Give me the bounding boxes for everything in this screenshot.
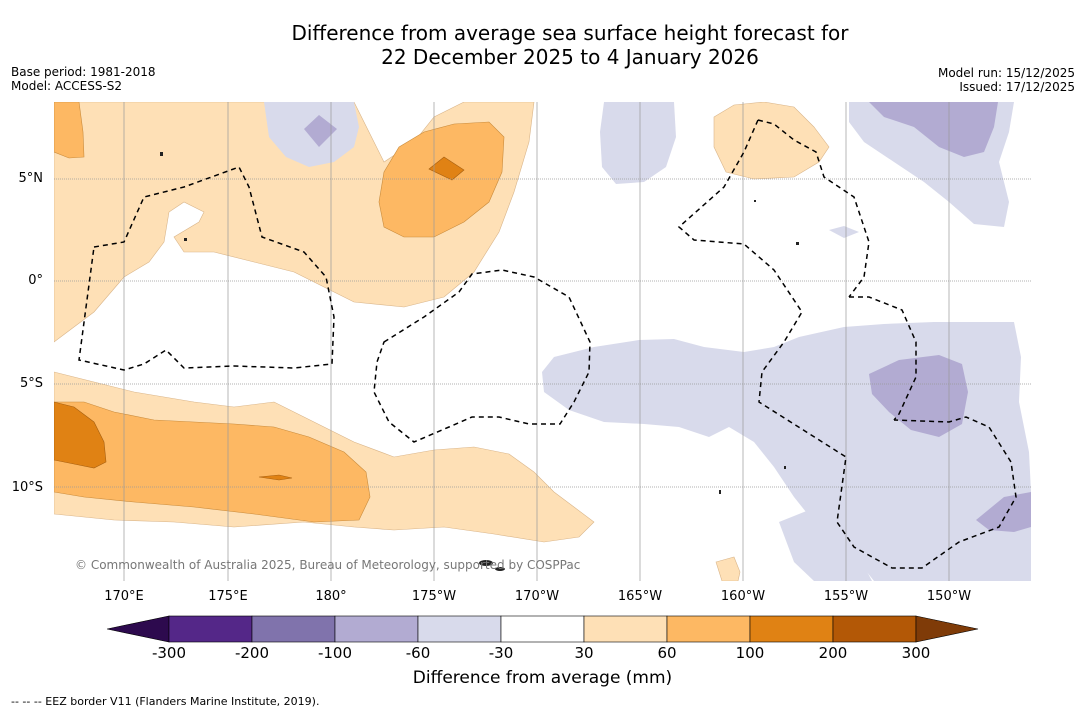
island (495, 567, 505, 571)
title-line-2: 22 December 2025 to 4 January 2026 (381, 45, 759, 69)
anomaly-region-pos60-west-edge (54, 102, 85, 159)
lon-label-170w: 170°W (514, 589, 560, 604)
colorbar-svg (106, 615, 979, 643)
colorbar-tick: -30 (488, 644, 514, 662)
lon-label-160w: 160°W (720, 589, 766, 604)
anomaly-region-pos100-south-sliver (258, 474, 293, 481)
island (754, 200, 756, 202)
lon-label-150w: 150°W (926, 589, 972, 604)
colorbar-tick: 60 (657, 644, 677, 662)
eez-border-east (757, 119, 870, 298)
eez-legend: -- -- -- EEZ border V11 (Flanders Marine… (11, 695, 320, 708)
islands (160, 152, 799, 571)
meta-left: Base period: 1981-2018 Model: ACCESS-S2 (11, 65, 156, 93)
colorbar-label: Difference from average (mm) (412, 668, 673, 688)
lat-label-10s: 10°S (11, 480, 43, 495)
island (160, 152, 163, 156)
eez-border-central (373, 269, 591, 443)
map-svg (54, 102, 1031, 581)
colorbar-bin-pos200 (832, 615, 917, 643)
base-period: Base period: 1981-2018 (11, 65, 156, 79)
colorbar-tick: -60 (405, 644, 431, 662)
map-panel (54, 102, 1031, 581)
island (784, 466, 786, 469)
eez-border-west (78, 166, 335, 371)
colorbar-extend-high (915, 615, 979, 643)
graticule (54, 102, 1031, 581)
colorbar-bin-neg300 (168, 615, 253, 643)
colorbar-tick: 30 (574, 644, 594, 662)
anomaly-region-pos60-north (378, 121, 505, 238)
anomaly-region-pos100-south (54, 401, 107, 469)
meta-right: Model run: 15/12/2025 Issued: 17/12/2025 (938, 66, 1075, 94)
lon-label-175e: 175°E (208, 589, 248, 604)
issued-date: Issued: 17/12/2025 (959, 80, 1075, 94)
anomaly-region-pos60-south (54, 401, 371, 523)
island (719, 490, 721, 494)
anomaly-region-pos100-north (428, 156, 465, 181)
lon-label-170e: 170°E (104, 589, 144, 604)
anomaly-region-pos30-southeast (715, 556, 741, 581)
colorbar-tick: -100 (317, 644, 353, 662)
colorbar-bin-pos60 (666, 615, 751, 643)
model-name: Model: ACCESS-S2 (11, 79, 123, 93)
lon-label-175w: 175°W (411, 589, 457, 604)
anomaly-region-neg60-ne (869, 102, 998, 157)
lat-label-0: 0° (28, 273, 43, 288)
eez-border-east-3 (849, 296, 917, 421)
lon-label-155w: 155°W (823, 589, 869, 604)
colorbar-bin-neg60 (417, 615, 502, 643)
copyright-notice: © Commonwealth of Australia 2025, Bureau… (75, 558, 581, 572)
chart-title: Difference from average sea surface heig… (0, 21, 1085, 69)
colorbar-bin-pos30 (583, 615, 668, 643)
eez-borders (78, 119, 1017, 569)
model-run: Model run: 15/12/2025 (937, 66, 1075, 80)
colorbar (106, 615, 979, 643)
anomaly-region-neg60-north-central (304, 115, 337, 147)
lon-label-165w: 165°W (617, 589, 663, 604)
lat-label-5s: 5°S (19, 376, 43, 391)
colorbar-bin-neg100 (334, 615, 419, 643)
title-line-1: Difference from average sea surface heig… (291, 21, 849, 45)
colorbar-tick: 300 (901, 644, 931, 662)
colorbar-bin-neg200 (251, 615, 336, 643)
anomaly-region-neg60-southeast (976, 492, 1031, 532)
colorbar-tick: 200 (818, 644, 848, 662)
colorbar-tick: -200 (234, 644, 270, 662)
anomaly-region-neg60-east (869, 355, 968, 437)
lon-label-180: 180° (315, 589, 347, 604)
lat-label-5n: 5°N (18, 171, 44, 186)
eez-border-east-2 (677, 119, 1017, 569)
anomaly-region-neg30-south (779, 510, 872, 581)
anomaly-region-neg30-islet (829, 226, 859, 238)
colorbar-tick: -300 (151, 644, 187, 662)
colorbar-bin-neg30 (500, 615, 585, 643)
colorbar-extend-low (106, 615, 170, 643)
colorbar-tick: 100 (735, 644, 765, 662)
colorbar-bin-pos100 (749, 615, 834, 643)
island (796, 242, 799, 245)
anomaly-region-neg30-north-mid (600, 102, 676, 184)
island (184, 238, 187, 241)
island (479, 560, 493, 566)
